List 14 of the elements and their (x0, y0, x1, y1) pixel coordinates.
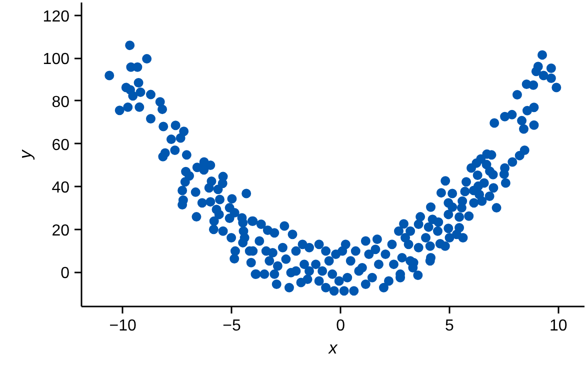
y-tick-label: 40 (52, 180, 70, 197)
x-tick-label: 10 (549, 318, 568, 334)
x-tick-label: 5 (445, 318, 454, 334)
y-tick-label: 0 (60, 265, 70, 282)
y-tick-label: 100 (42, 51, 70, 68)
y-tick-label: 120 (42, 8, 70, 26)
x-tick-label: −5 (222, 318, 241, 334)
x-axis-title: x (328, 338, 338, 358)
x-tick-label: −10 (109, 318, 137, 334)
y-tick-label: 60 (52, 136, 70, 154)
y-tick-label: 20 (52, 222, 70, 240)
y-tick-label: 80 (52, 94, 70, 111)
x-tick-label: 0 (336, 318, 346, 334)
y-axis-title: y (16, 148, 35, 160)
